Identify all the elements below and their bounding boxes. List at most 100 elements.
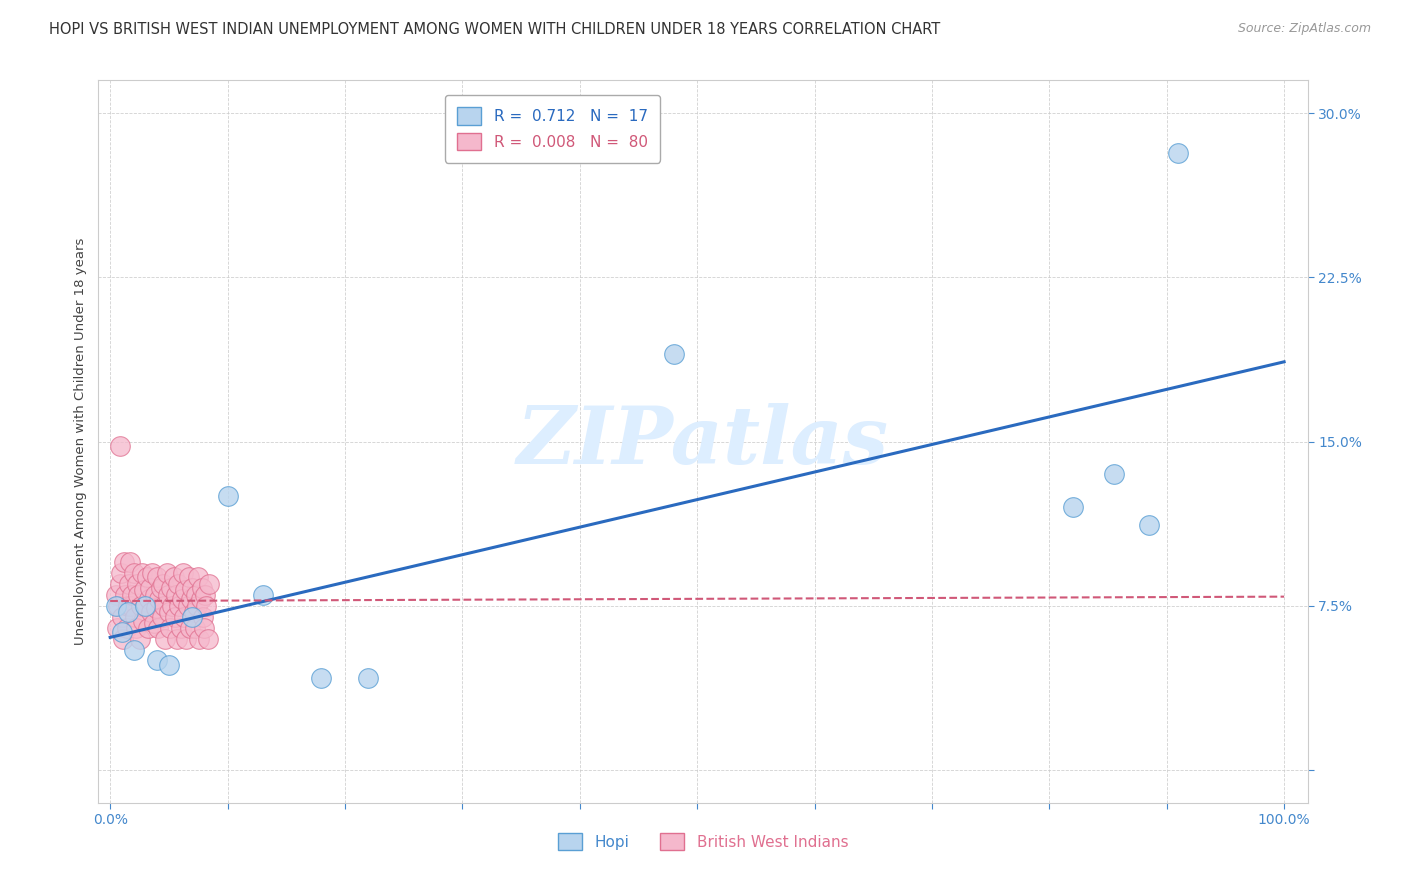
Point <box>176 599 198 613</box>
Point <box>191 609 214 624</box>
Point <box>112 555 135 569</box>
Point <box>150 609 173 624</box>
Point <box>174 583 197 598</box>
Point <box>190 592 212 607</box>
Text: ZIPatlas: ZIPatlas <box>517 403 889 480</box>
Point <box>118 577 141 591</box>
Point <box>157 657 180 672</box>
Point <box>107 599 129 613</box>
Point <box>252 588 274 602</box>
Point <box>108 439 131 453</box>
Point <box>122 642 145 657</box>
Point <box>105 588 128 602</box>
Point <box>172 566 194 580</box>
Point <box>121 588 143 602</box>
Point <box>139 581 162 595</box>
Point <box>184 588 207 602</box>
Point <box>217 489 239 503</box>
Point <box>149 581 172 595</box>
Point <box>120 555 142 569</box>
Point <box>166 632 188 646</box>
Point <box>157 605 180 619</box>
Point <box>142 616 165 631</box>
Point <box>169 621 191 635</box>
Point <box>156 588 179 602</box>
Point <box>125 621 148 635</box>
Point <box>141 605 163 619</box>
Text: HOPI VS BRITISH WEST INDIAN UNEMPLOYMENT AMONG WOMEN WITH CHILDREN UNDER 18 YEAR: HOPI VS BRITISH WEST INDIAN UNEMPLOYMENT… <box>49 22 941 37</box>
Point <box>146 653 169 667</box>
Point <box>167 577 190 591</box>
Point <box>105 599 128 613</box>
Point <box>183 605 205 619</box>
Point <box>141 566 163 580</box>
Point <box>110 566 132 580</box>
Legend: Hopi, British West Indians: Hopi, British West Indians <box>551 827 855 856</box>
Point <box>197 632 219 646</box>
Point <box>134 599 156 613</box>
Point <box>179 621 201 635</box>
Point <box>1167 145 1189 160</box>
Point <box>108 577 131 591</box>
Point <box>111 609 134 624</box>
Point <box>129 599 152 613</box>
Point <box>357 671 380 685</box>
Point <box>124 609 146 624</box>
Point <box>117 599 139 613</box>
Point <box>146 570 169 584</box>
Point <box>152 577 174 591</box>
Point <box>165 588 187 602</box>
Point <box>114 588 136 602</box>
Point <box>122 566 145 580</box>
Point <box>181 609 204 624</box>
Point <box>162 570 184 584</box>
Point <box>115 621 138 635</box>
Point <box>148 621 170 635</box>
Text: Source: ZipAtlas.com: Source: ZipAtlas.com <box>1237 22 1371 36</box>
Point <box>170 592 193 607</box>
Point <box>183 621 205 635</box>
Point <box>662 347 685 361</box>
Point <box>131 566 153 580</box>
Point <box>1062 500 1084 515</box>
Point <box>134 599 156 613</box>
Y-axis label: Unemployment Among Women with Children Under 18 years: Unemployment Among Women with Children U… <box>75 238 87 645</box>
Point <box>143 588 166 602</box>
Point <box>155 566 177 580</box>
Point <box>193 621 215 635</box>
Point <box>1137 517 1160 532</box>
Point <box>197 577 219 591</box>
Point <box>148 592 170 607</box>
Point <box>155 632 177 646</box>
Point <box>181 581 204 595</box>
Point <box>177 570 200 584</box>
Point <box>128 632 150 646</box>
Point <box>127 588 149 602</box>
Point <box>195 599 218 613</box>
Point <box>136 621 159 635</box>
Point <box>112 632 135 646</box>
Point <box>162 599 184 613</box>
Point <box>188 632 211 646</box>
Point <box>138 592 160 607</box>
Point <box>169 599 191 613</box>
Point <box>176 632 198 646</box>
Point <box>134 583 156 598</box>
Point <box>187 570 209 584</box>
Point <box>311 671 333 685</box>
Point <box>186 599 208 613</box>
Point <box>159 621 181 635</box>
Point <box>145 601 167 615</box>
Point <box>135 570 157 584</box>
Point <box>180 592 202 607</box>
Point <box>1102 467 1125 482</box>
Point <box>132 614 155 628</box>
Point <box>163 609 186 624</box>
Point <box>105 621 128 635</box>
Point <box>111 625 134 640</box>
Point <box>194 588 217 602</box>
Point <box>190 581 212 595</box>
Point <box>160 581 183 595</box>
Point <box>120 599 142 613</box>
Point <box>153 599 176 613</box>
